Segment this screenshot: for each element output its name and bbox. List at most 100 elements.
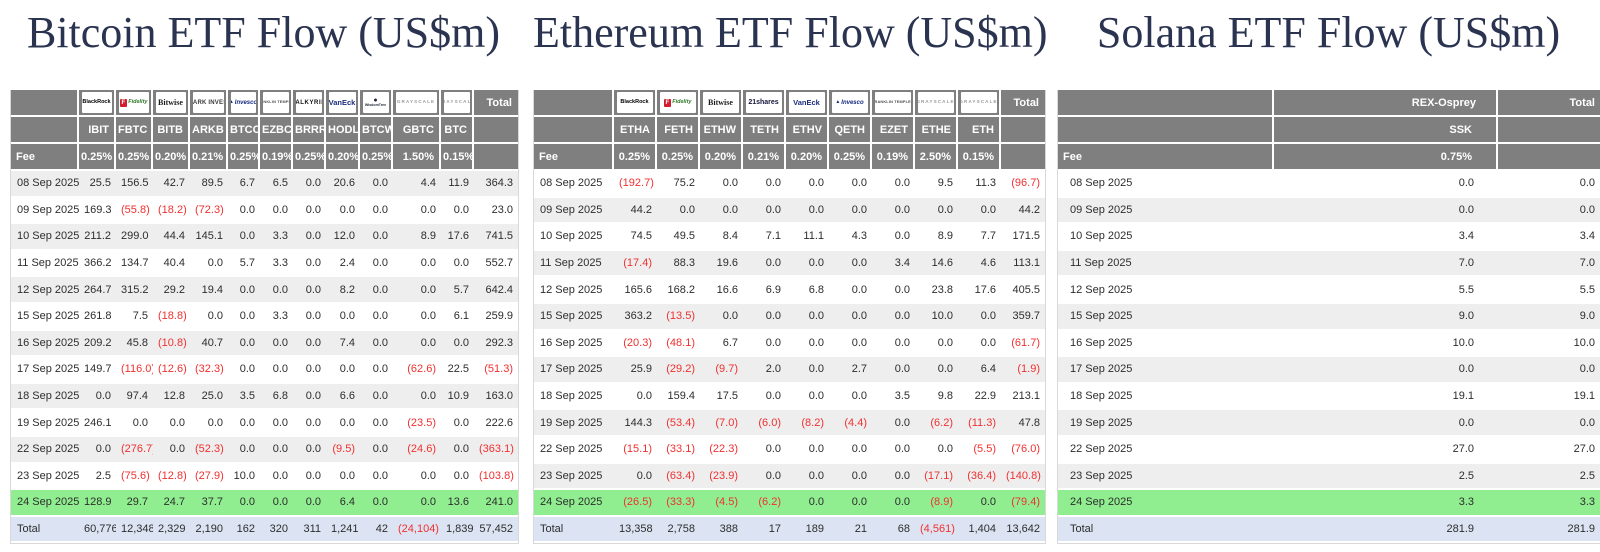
value-cell: 37.7 — [190, 490, 228, 517]
value-cell: 0.0 — [360, 357, 393, 384]
value-cell: 19.4 — [190, 277, 228, 304]
date-row: 19 Sep 2025 0.0 0.0 — [1058, 410, 1600, 437]
ticker-header-ethw: ETHW — [700, 117, 743, 144]
solana-flow-table: REX-Osprey Total SSK Fee 0.75% 08 Sep 2025 0.0… — [1057, 90, 1600, 545]
total-value-cell: 1,404 — [958, 516, 1001, 544]
date-row: 08 Sep 2025 0.0 0.0 — [1058, 171, 1600, 198]
issuer-cell: BlackRock — [79, 90, 116, 117]
value-cell: 0.0 — [360, 490, 393, 517]
value-cell: 0.0 — [786, 490, 829, 517]
value-cell: 9.5 — [915, 171, 958, 198]
date-row: 17 Sep 2025 0.0 0.0 — [1058, 357, 1600, 384]
solana-table-title: Solana ETF Flow (US$m) — [1096, 8, 1561, 57]
value-cell: 29.2 — [153, 277, 190, 304]
date-row: 15 Sep 2025 9.0 9.0 — [1058, 303, 1600, 331]
date-row: 10 Sep 2025 74.5 49.5 8.4 7.1 11.1 4.3 0.0 8.9 7.… — [534, 224, 1045, 251]
total-value-cell: 68 — [872, 516, 915, 544]
date-cell: 19 Sep 2025 — [11, 410, 79, 437]
issuer-cell: BlackRock — [614, 90, 657, 117]
value-cell: 0.0 — [1498, 410, 1600, 437]
value-cell: 6.4 — [326, 490, 360, 517]
value-cell: 0.0 — [441, 330, 474, 358]
value-cell: 0.0 — [393, 303, 441, 331]
value-cell: 6.8 — [260, 383, 293, 411]
date-row: 08 Sep 2025 25.5 156.5 42.7 89.5 6.7 6.5 0.0 20.… — [11, 171, 518, 198]
bitcoin-flow-table: BlackRock Fidelity Bitwise ARK INVEST Invesc… — [10, 90, 519, 545]
issuer-cell: GRAYSCALE — [915, 90, 958, 117]
value-cell: 12.0 — [326, 224, 360, 251]
header-empty-cell — [11, 117, 79, 144]
value-cell: 0.0 — [260, 463, 293, 491]
date-cell: 18 Sep 2025 — [534, 383, 614, 411]
issuer-cell: WisdomTree — [360, 90, 393, 117]
date-cell: 08 Sep 2025 — [1058, 171, 1274, 198]
value-cell: 0.0 — [786, 463, 829, 491]
issuer-cell: GRAYSCALE — [958, 90, 1001, 117]
value-cell: 17.6 — [958, 277, 1001, 304]
value-cell: 0.0 — [829, 303, 872, 331]
issuer-cell: Invesco — [829, 90, 872, 117]
date-cell: 24 Sep 2025 — [534, 490, 614, 517]
date-row: 11 Sep 2025 (17.4) 88.3 19.6 0.0 0.0 0.0 3.4 14.… — [534, 250, 1045, 278]
ticker-header-btcw: BTCW — [360, 117, 393, 144]
date-row: 08 Sep 2025 (192.7) 75.2 0.0 0.0 0.0 0.0 0.0 9.5… — [534, 171, 1045, 198]
value-cell: 97.4 — [116, 383, 153, 411]
value-cell: 292.3 — [474, 330, 518, 358]
ticker-header-teth: TETH — [743, 117, 786, 144]
date-row: 18 Sep 2025 19.1 19.1 — [1058, 383, 1600, 411]
bitwise-logo: Bitwise — [702, 92, 739, 113]
value-cell: (24.6) — [393, 436, 441, 464]
total-value-cell: 311 — [293, 516, 326, 544]
value-cell: 19.1 — [1274, 383, 1498, 411]
value-cell: 0.0 — [260, 490, 293, 517]
value-cell: 552.7 — [474, 250, 518, 278]
21shares-logo: 21shares — [745, 92, 782, 113]
value-cell: 0.0 — [228, 197, 260, 225]
value-cell: (23.5) — [393, 410, 441, 437]
grayscale-logo: GRAYSCALE — [395, 92, 437, 113]
value-cell: 0.0 — [614, 463, 657, 491]
date-cell: 09 Sep 2025 — [1058, 197, 1274, 225]
value-cell: 363.2 — [614, 303, 657, 331]
value-cell: 156.5 — [116, 171, 153, 198]
value-cell: 0.0 — [360, 250, 393, 278]
date-row: 15 Sep 2025 363.2 (13.5) 0.0 0.0 0.0 0.0 0.0 10.… — [534, 303, 1045, 331]
value-cell: 0.0 — [228, 490, 260, 517]
value-cell: 0.0 — [293, 410, 326, 437]
value-cell: 0.0 — [829, 171, 872, 198]
value-cell: 19.1 — [1498, 383, 1600, 411]
value-cell: 0.0 — [786, 330, 829, 358]
value-cell: 159.4 — [657, 383, 700, 411]
value-cell: 0.0 — [153, 436, 190, 464]
total-column-header: Total — [1001, 90, 1045, 117]
value-cell: (12.8) — [153, 463, 190, 491]
value-cell: 0.0 — [326, 357, 360, 384]
value-cell: 0.0 — [958, 490, 1001, 517]
value-cell: 11.9 — [441, 171, 474, 198]
fee-cell: 0.21% — [743, 144, 786, 171]
value-cell: 0.0 — [326, 197, 360, 225]
fee-cell: 0.25% — [829, 144, 872, 171]
value-cell: 7.1 — [743, 224, 786, 251]
fee-cell: 0.25% — [657, 144, 700, 171]
fee-cell: 0.21% — [190, 144, 228, 171]
value-cell: 0.0 — [260, 357, 293, 384]
value-cell: 0.0 — [786, 250, 829, 278]
value-cell: 168.2 — [657, 277, 700, 304]
value-cell: 213.1 — [1001, 383, 1045, 411]
value-cell: 11.3 — [958, 171, 1001, 198]
value-cell: (140.8) — [1001, 463, 1045, 491]
total-value-cell: 162 — [228, 516, 260, 544]
value-cell: 0.0 — [743, 171, 786, 198]
value-cell: 2.5 — [1498, 463, 1600, 491]
value-cell: (9.7) — [700, 357, 743, 384]
fee-cell: 0.25% — [116, 144, 153, 171]
value-cell: 12.8 — [153, 383, 190, 411]
issuer-label: REX-Osprey — [1274, 90, 1498, 117]
value-cell: 24.7 — [153, 490, 190, 517]
value-cell: 7.0 — [1274, 250, 1498, 278]
total-value-cell: 1,839 — [441, 516, 474, 544]
value-cell: 4.4 — [393, 171, 441, 198]
total-row-label: Total — [1058, 516, 1274, 544]
value-cell: 241.0 — [474, 490, 518, 517]
